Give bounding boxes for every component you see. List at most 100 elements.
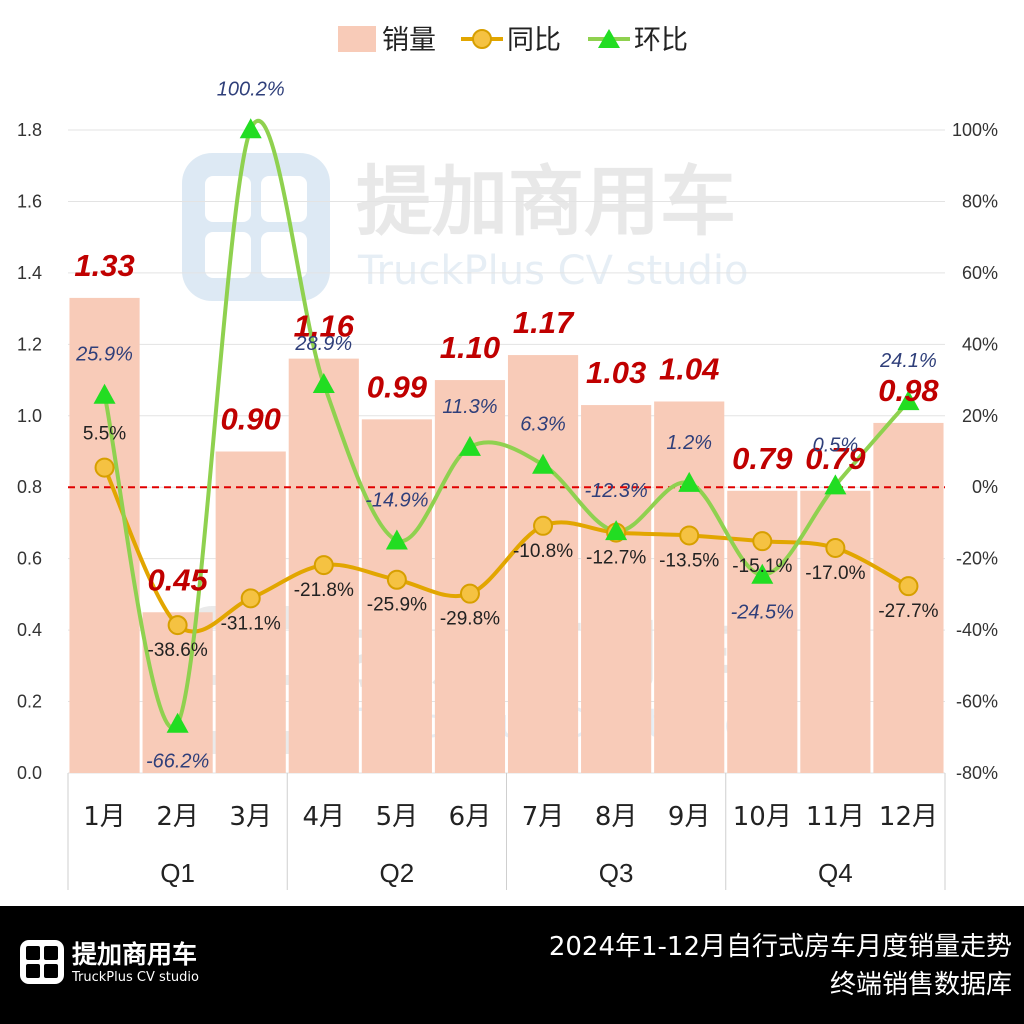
footer-background xyxy=(0,906,1024,1024)
yoy-label: -13.5% xyxy=(659,550,719,571)
footer: 提加商用车 TruckPlus CV studio 2024年1-12月自行式房… xyxy=(0,906,1024,1024)
mom-label: -12.3% xyxy=(584,480,647,502)
right-axis-ticks: -80% -60% -40% -20% 0% 20% 40% 60% 80% 100% xyxy=(952,120,998,783)
yoy-label: 5.5% xyxy=(83,424,126,445)
x-category-label: 5月 xyxy=(376,802,419,832)
yoy-label: -17.0% xyxy=(805,563,865,584)
data-labels: 1.33 0.45 0.90 1.16 0.99 1.10 1.17 1.03 1.04 0.79… xyxy=(74,78,939,772)
x-category-label: 8月 xyxy=(595,802,638,832)
right-tick-label: -20% xyxy=(956,549,998,569)
mom-marker xyxy=(458,435,481,456)
sales-bar xyxy=(654,401,725,773)
sales-label: 0.99 xyxy=(367,369,428,404)
mom-label: 100.2% xyxy=(217,78,285,100)
sales-label: 1.03 xyxy=(586,355,646,390)
sales-bar xyxy=(581,405,652,773)
legend-swatch-sales xyxy=(338,26,376,52)
legend-label-yoy: 同比 xyxy=(507,25,561,56)
sales-label: 1.33 xyxy=(74,248,134,283)
sales-bar xyxy=(800,490,871,773)
legend: 销量 同比 环比 xyxy=(338,25,688,56)
x-category-label: 2月 xyxy=(156,802,199,832)
left-tick-label: 1.6 xyxy=(17,191,42,211)
x-category-label: 1月 xyxy=(83,802,126,832)
mom-marker xyxy=(385,529,408,550)
x-category-label: 10月 xyxy=(733,802,792,832)
yoy-marker xyxy=(898,576,919,597)
footer-logo-cn: 提加商用车 xyxy=(72,940,197,969)
mom-label: -24.5% xyxy=(731,602,794,624)
mom-label: 24.1% xyxy=(879,350,937,372)
yoy-label: -21.8% xyxy=(294,580,354,601)
mom-line xyxy=(102,118,910,730)
yoy-label: -12.7% xyxy=(586,548,646,569)
watermark-top: 提加商用车 TruckPlus CV studio xyxy=(182,153,749,301)
sales-bar xyxy=(507,355,579,773)
mom-label: -66.2% xyxy=(146,751,209,773)
x-axis: 1月 2月 3月 4月 5月 6月 7月 8月 9月 10月 11月 12月 Q1 Q2 Q3 Q4 xyxy=(67,773,946,890)
sales-label: 0.79 xyxy=(732,441,793,476)
right-tick-label: -40% xyxy=(956,620,998,640)
mom-label: 0.5% xyxy=(813,434,859,456)
mom-markers xyxy=(93,118,920,733)
sales-label: 1.04 xyxy=(659,351,719,386)
right-tick-label: 0% xyxy=(972,477,998,497)
mom-marker xyxy=(605,520,628,541)
mom-marker xyxy=(532,453,555,474)
quarter-label: Q3 xyxy=(599,858,634,888)
yoy-marker xyxy=(825,537,846,558)
left-axis-ticks: 0.0 0.2 0.4 0.6 0.8 1.0 1.2 1.4 1.6 1.8 xyxy=(17,120,42,783)
x-category-label: 4月 xyxy=(303,802,346,832)
quarter-label: Q4 xyxy=(818,858,853,888)
sales-label: 0.45 xyxy=(147,562,208,597)
mom-marker xyxy=(897,390,920,411)
mom-label: 11.3% xyxy=(442,396,497,418)
mom-label: 25.9% xyxy=(75,344,133,366)
sales-bars xyxy=(69,297,944,773)
sales-label: 1.17 xyxy=(513,305,575,340)
yoy-marker xyxy=(679,525,700,546)
legend-label-sales: 销量 xyxy=(382,25,436,56)
left-tick-label: 0.6 xyxy=(17,549,42,569)
right-tick-label: 40% xyxy=(962,334,998,354)
mom-label: -14.9% xyxy=(365,489,428,511)
sales-label: 0.90 xyxy=(221,402,281,437)
sales-bar xyxy=(873,422,944,773)
left-tick-label: 1.4 xyxy=(17,263,42,283)
footer-logo-en: TruckPlus CV studio xyxy=(71,970,199,985)
yoy-label: -15.1% xyxy=(732,556,792,577)
right-tick-label: 60% xyxy=(962,263,998,283)
yoy-marker xyxy=(459,583,480,604)
yoy-marker xyxy=(386,569,407,590)
yoy-label: -10.8% xyxy=(513,541,573,562)
yoy-marker xyxy=(313,555,334,576)
legend-label-mom: 环比 xyxy=(634,25,688,56)
sales-bar xyxy=(361,419,432,773)
yoy-marker xyxy=(94,457,115,478)
quarter-label: Q1 xyxy=(160,858,195,888)
left-tick-label: 1.8 xyxy=(17,120,42,140)
legend-marker-yoy xyxy=(472,29,492,49)
footer-logo-icon xyxy=(20,940,64,984)
legend-marker-mom xyxy=(598,29,620,48)
left-tick-label: 1.0 xyxy=(17,406,42,426)
mom-label: 28.9% xyxy=(294,333,352,355)
left-tick-label: 0.4 xyxy=(17,620,42,640)
left-tick-label: 1.2 xyxy=(17,334,42,354)
x-category-label: 11月 xyxy=(806,802,865,832)
watermark-logo-icon xyxy=(182,153,330,301)
yoy-marker xyxy=(167,615,188,636)
yoy-marker xyxy=(533,515,554,536)
sales-bar xyxy=(69,297,140,773)
right-tick-label: 100% xyxy=(952,120,998,140)
mom-label: 1.2% xyxy=(666,432,712,454)
footer-title-line2: 终端销售数据库 xyxy=(830,970,1012,1000)
right-tick-label: 80% xyxy=(962,191,998,211)
sales-label: 1.16 xyxy=(294,309,355,344)
sales-label: 0.98 xyxy=(878,373,939,408)
x-category-label: 12月 xyxy=(879,802,938,832)
mom-marker xyxy=(312,372,335,393)
mom-marker xyxy=(93,383,116,404)
right-tick-label: -60% xyxy=(956,692,998,712)
